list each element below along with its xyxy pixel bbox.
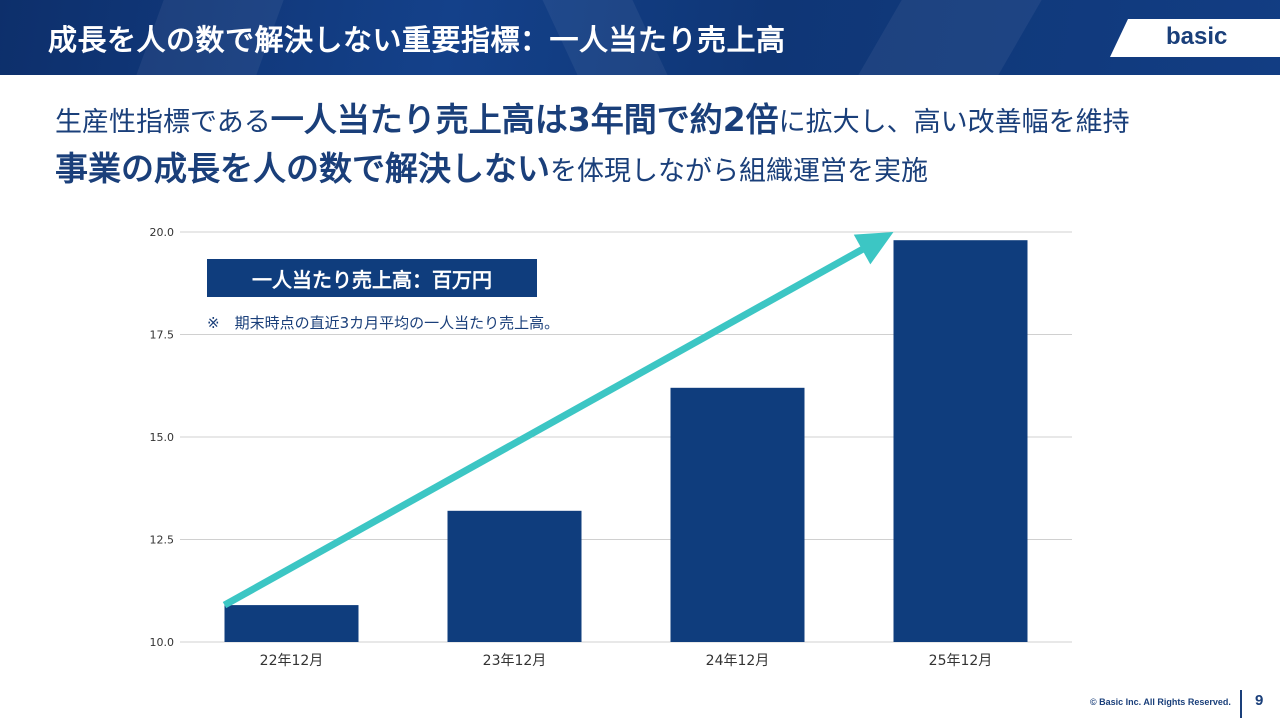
brand-logo: basic xyxy=(1166,23,1228,50)
footer-divider xyxy=(1240,690,1242,718)
trend-arrow-line xyxy=(222,245,866,609)
chart-note: ※ 期末時点の直近3カ月平均の一人当たり売上高。 xyxy=(207,314,560,332)
headline-segment: に拡大し、高い改善幅を維持 xyxy=(778,107,1130,138)
bar xyxy=(224,605,359,642)
header-banner: 成長を人の数で解決しない重要指標：一人当たり売上高 basic xyxy=(0,0,1280,75)
headline-segment: を体現しながら組織運営を実施 xyxy=(550,156,928,187)
y-tick-label: 12.5 xyxy=(150,534,175,547)
y-tick-label: 17.5 xyxy=(150,329,175,342)
headline-segment-emphasis: 一人当たり売上高は3年間で約2倍 xyxy=(270,100,779,139)
bar xyxy=(447,510,582,642)
slide-title: 成長を人の数で解決しない重要指標：一人当たり売上高 xyxy=(48,23,786,57)
headline-line-2: 事業の成長を人の数で解決しないを体現しながら組織運営を実施 xyxy=(55,152,928,185)
headline-segment: 生産性指標である xyxy=(55,107,271,138)
bar xyxy=(893,240,1028,642)
x-tick-label: 23年12月 xyxy=(483,653,547,669)
logo-tab: basic xyxy=(1110,19,1280,57)
x-tick-label: 25年12月 xyxy=(929,653,993,669)
y-tick-label: 15.0 xyxy=(150,431,175,444)
x-tick-label: 22年12月 xyxy=(260,653,324,669)
x-tick-label: 24年12月 xyxy=(706,653,770,669)
headline-line-1: 生産性指標である一人当たり売上高は3年間で約2倍に拡大し、高い改善幅を維持 xyxy=(55,103,1130,136)
trend-arrow-head xyxy=(853,232,894,265)
y-tick-label: 20.0 xyxy=(150,226,175,239)
copyright: © Basic Inc. All Rights Reserved. xyxy=(1090,697,1231,707)
bar xyxy=(670,387,805,642)
page-number: 9 xyxy=(1255,692,1264,709)
y-tick-label: 10.0 xyxy=(150,636,175,649)
headline-segment-emphasis: 事業の成長を人の数で解決しない xyxy=(55,149,550,188)
chart-legend: 一人当たり売上高：百万円 xyxy=(207,259,537,297)
